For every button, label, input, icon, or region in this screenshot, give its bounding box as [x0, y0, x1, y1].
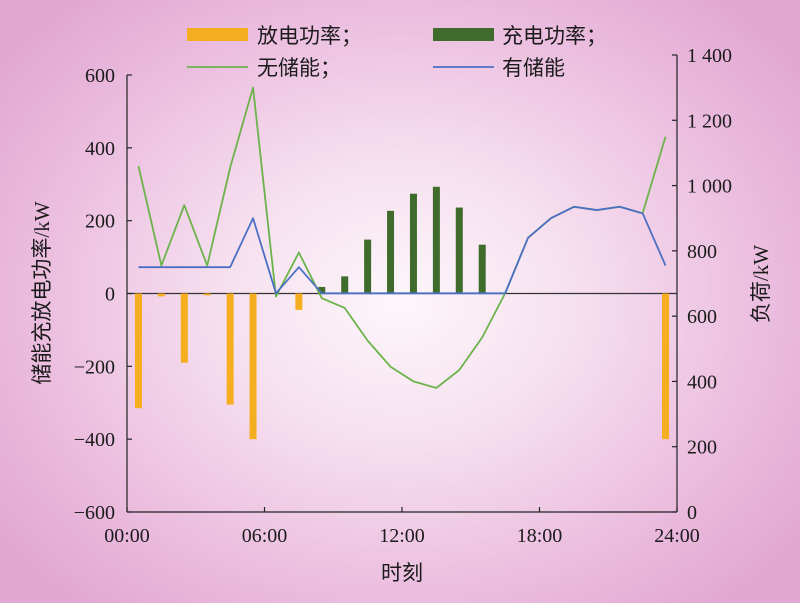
discharge-power-bar	[157, 293, 165, 297]
x-tick-label: 24:00	[654, 525, 700, 547]
left-y-axis-title: 储能充放电功率/kW	[30, 201, 54, 384]
charge-power-bar	[432, 186, 440, 294]
legend-swatch-charge	[433, 28, 494, 41]
right-y-tick-label: 400	[687, 371, 717, 393]
legend-label-discharge: 放电功率；	[257, 24, 362, 48]
discharge-power-bar	[134, 293, 142, 409]
right-y-tick-label: 1 200	[687, 110, 732, 132]
right-y-tick-label: 600	[687, 306, 717, 328]
discharge-power-bar	[180, 293, 188, 363]
left-y-tick-label: −200	[74, 356, 115, 378]
charge-power-bar	[318, 286, 326, 294]
legend-label-charge: 充电功率；	[502, 24, 607, 48]
x-tick-label: 18:00	[517, 525, 563, 547]
right-y-axis-title: 负荷/kW	[749, 245, 773, 323]
left-y-tick-label: 0	[105, 284, 115, 306]
right-y-tick-label: 0	[687, 502, 697, 524]
legend: 放电功率； 充电功率； 无储能； 有储能	[187, 24, 607, 80]
x-tick-label: 12:00	[379, 525, 425, 547]
charge-power-bar	[409, 193, 417, 294]
right-y-tick-label: 1 400	[687, 45, 732, 67]
charge-power-bar	[364, 239, 372, 294]
charge-power-bar	[387, 210, 395, 294]
discharge-power-bar	[203, 293, 211, 296]
bar-layer	[134, 186, 670, 440]
legend-label-with-storage: 有储能	[502, 56, 565, 80]
discharge-power-bar	[295, 293, 303, 310]
discharge-power-bar	[662, 293, 670, 440]
legend-swatch-discharge	[187, 28, 248, 41]
with-storage-load-line	[138, 205, 667, 295]
line-layer	[137, 86, 667, 389]
axes	[126, 55, 678, 513]
right-y-tick-label: 1 000	[687, 176, 732, 198]
left-y-tick-label: 600	[85, 65, 115, 87]
x-tick-label: 06:00	[242, 525, 288, 547]
charge-power-bar	[478, 244, 486, 294]
left-y-tick-label: −600	[74, 502, 115, 524]
x-tick-label: 00:00	[104, 525, 150, 547]
left-y-tick-label: 200	[85, 211, 115, 233]
left-y-tick-label: 400	[85, 138, 115, 160]
charge-power-bar	[455, 207, 463, 294]
right-y-tick-label: 200	[687, 437, 717, 459]
right-y-tick-label: 800	[687, 241, 717, 263]
legend-label-no-storage: 无储能；	[257, 56, 341, 80]
discharge-power-bar	[226, 293, 234, 405]
tick-layer: 600 400 200 0 −200 −400 −600 1 400 1 200 1 000 800…	[74, 45, 732, 547]
no-storage-load-line	[137, 86, 667, 389]
left-y-tick-label: −400	[74, 429, 115, 451]
x-axis-title: 时刻	[381, 561, 423, 585]
charge-power-bar	[341, 276, 349, 294]
discharge-power-bar	[249, 293, 257, 440]
